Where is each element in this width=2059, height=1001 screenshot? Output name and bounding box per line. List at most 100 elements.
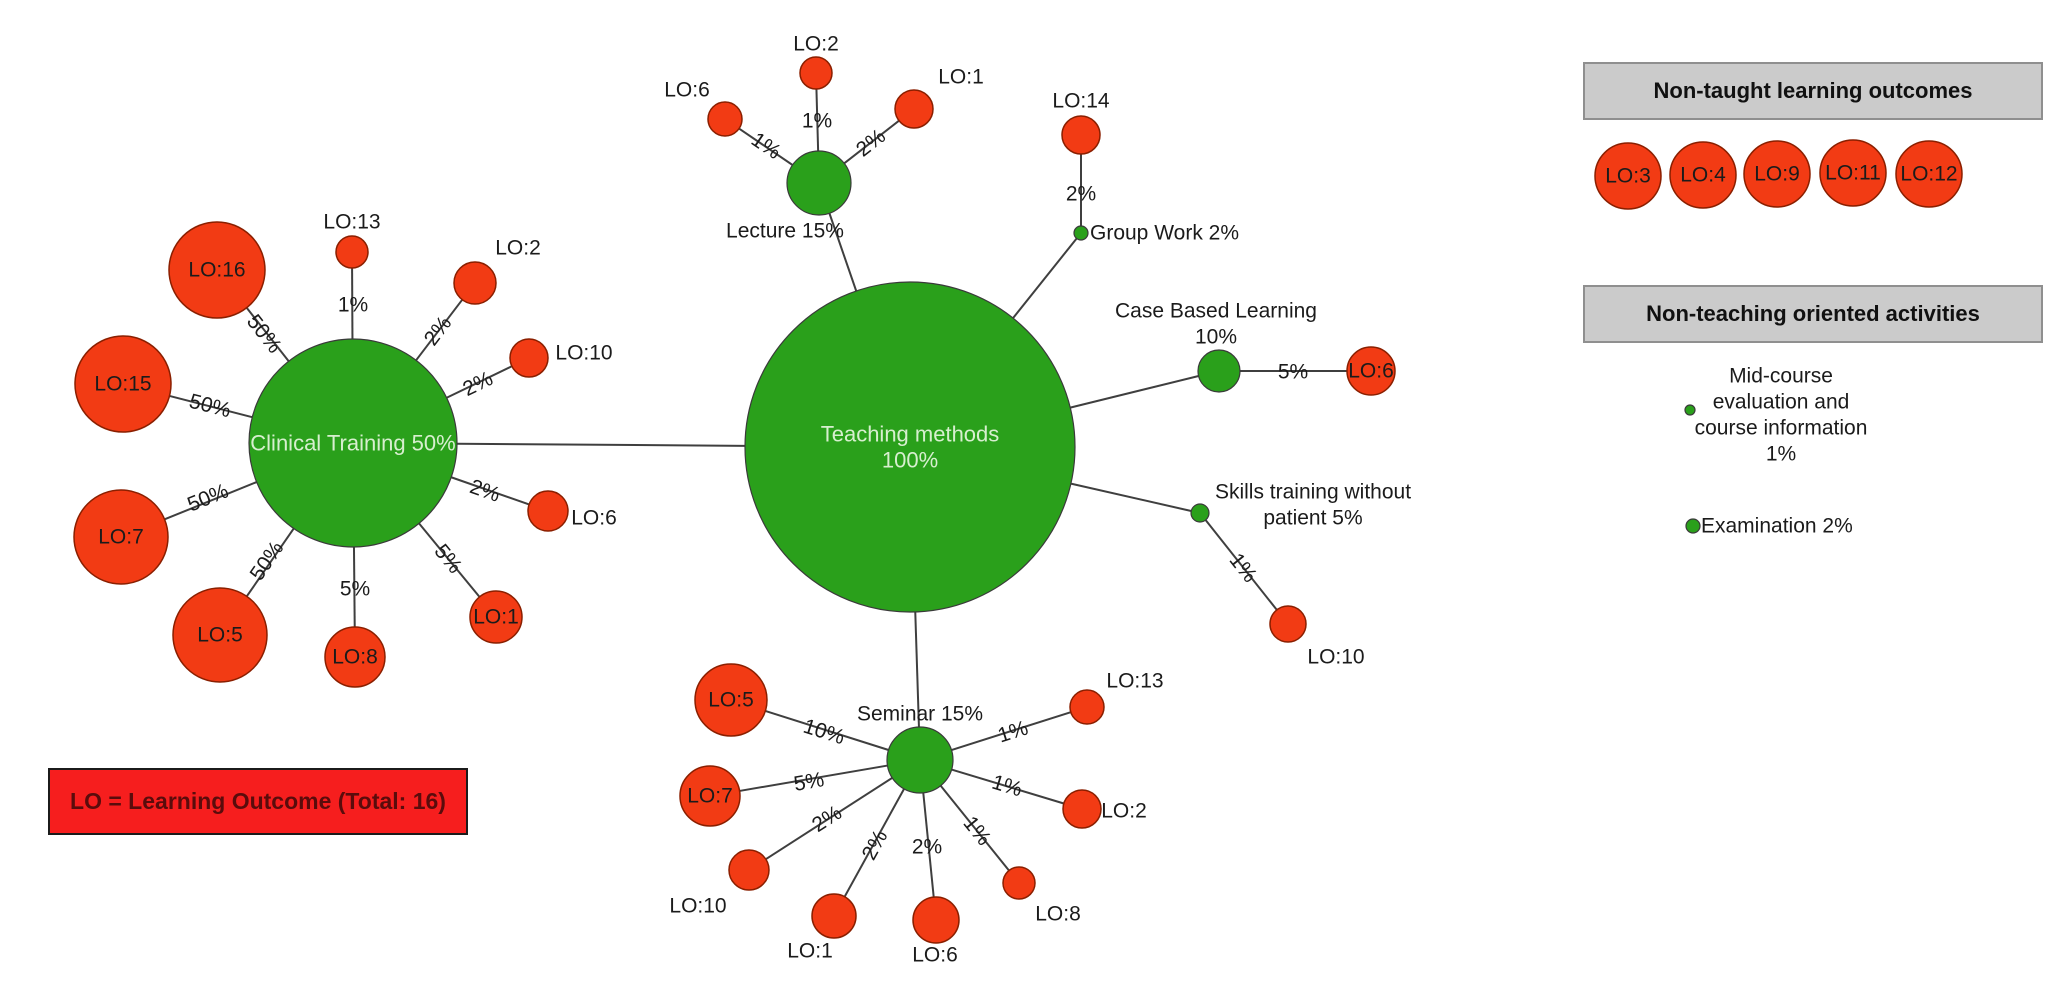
node-label-lo1-lec: LO:1: [938, 66, 984, 89]
edge-label-clinical-lo2-cl: 2%: [420, 312, 457, 350]
node-lo6-sem: [912, 896, 960, 944]
edge-label-lecture-lo6-lec: 1%: [747, 128, 785, 164]
edge-seminar-lo10-sem: [765, 777, 893, 861]
edge-lecture-lo2-lec: [815, 88, 820, 152]
edge-clinical-lo5-cl: [245, 527, 295, 597]
node-lo6-lec: [707, 101, 743, 137]
node-label-cbl: Case Based Learning: [1115, 300, 1317, 323]
node-label-lo16-cl: LO:16: [188, 259, 245, 282]
node-label-lo7-sem: LO:7: [687, 785, 733, 808]
edge-lecture-lo1-lec: [843, 119, 900, 165]
edge-teaching-skills: [1070, 482, 1192, 512]
node-lo12-p: [1895, 140, 1963, 208]
node-label-lo4-p: LO:4: [1680, 164, 1726, 187]
node-lo2-cl: [453, 261, 497, 305]
edge-label-lecture-lo2-lec: 1%: [802, 110, 832, 133]
panel-non-taught-title: Non-taught learning outcomes: [1653, 78, 1973, 103]
node-label-lo5-cl: LO:5: [197, 624, 243, 647]
node-seminar: [886, 726, 954, 794]
edge-clinical-lo7-cl: [164, 481, 257, 521]
edge-label-clinical-lo10-cl: 2%: [459, 367, 496, 401]
node-lo1-cl: [469, 590, 523, 644]
edge-seminar-lo5-sem: [765, 709, 889, 751]
edge-skills-lo10-sk: [1204, 519, 1278, 611]
edge-label-clinical-lo8-cl: 5%: [340, 578, 370, 601]
edge-label-cbl-lo6-cbl: 5%: [1278, 361, 1308, 384]
node-teaching: [744, 281, 1076, 613]
edge-label-seminar-lo10-sem: 2%: [808, 801, 846, 837]
node-label-midcourse: 1%: [1766, 443, 1796, 466]
node-groupwork: [1073, 225, 1089, 241]
edge-seminar-lo1-sem: [843, 788, 905, 898]
node-label-lo10-sk: LO:10: [1307, 646, 1364, 669]
edge-label-skills-lo10-sk: 1%: [1225, 549, 1262, 587]
node-label-seminar: Seminar 15%: [857, 703, 983, 726]
node-label-lo11-p: LO:11: [1825, 162, 1881, 185]
node-label-lo1-sem: LO:1: [787, 940, 833, 963]
edge-clinical-lo2-cl: [415, 299, 464, 361]
node-lo10-sem: [728, 849, 770, 891]
edge-seminar-lo8-sem: [939, 785, 1010, 872]
edge-seminar-lo2-sem: [951, 768, 1065, 805]
node-lo10-sk: [1269, 605, 1307, 643]
node-lo7-sem: [679, 765, 741, 827]
edge-label-seminar-lo2-sem: 1%: [989, 771, 1025, 802]
node-label-lo10-cl: LO:10: [555, 342, 612, 365]
edge-label-seminar-lo8-sem: 1%: [959, 812, 996, 850]
node-label-lo6-cbl: LO:6: [1348, 360, 1394, 383]
node-label-lo14-gw: LO:14: [1052, 90, 1110, 113]
node-lo1-sem: [811, 893, 857, 939]
node-lo2-sem: [1062, 789, 1102, 829]
node-label-exam: Examination 2%: [1701, 515, 1853, 538]
panel-non-taught-header: Non-taught learning outcomes: [1583, 62, 2043, 120]
edge-clinical-lo8-cl: [352, 546, 356, 628]
node-lo6-cbl: [1346, 346, 1396, 396]
edge-label-clinical-lo1-cl: 5%: [429, 540, 466, 578]
node-exam: [1685, 518, 1701, 534]
node-label-midcourse: course information: [1695, 417, 1868, 440]
edge-seminar-lo6-sem: [922, 792, 935, 898]
panel-non-teaching-header: Non-teaching oriented activities: [1583, 285, 2043, 343]
node-lo14-gw: [1061, 115, 1101, 155]
node-lo1-lec: [894, 89, 934, 129]
node-label-lo13-sem: LO:13: [1106, 670, 1163, 693]
node-label-lo2-lec: LO:2: [793, 33, 839, 56]
node-label-lo6-cl: LO:6: [571, 507, 617, 530]
node-label-lo2-sem: LO:2: [1101, 800, 1147, 823]
edge-teaching-lecture: [828, 212, 858, 292]
node-label-lo2-cl: LO:2: [495, 237, 541, 260]
legend-note-text: LO = Learning Outcome (Total: 16): [70, 788, 446, 814]
node-label-lo3-p: LO:3: [1605, 165, 1651, 188]
edge-label-lecture-lo1-lec: 2%: [852, 125, 890, 162]
node-label-cbl: 10%: [1195, 326, 1237, 349]
node-lo10-cl: [509, 338, 549, 378]
node-label-lo15-cl: LO:15: [94, 373, 151, 396]
node-lo9-p: [1743, 140, 1811, 208]
node-label-teaching: Teaching methods: [821, 422, 1000, 447]
node-lo11-p: [1819, 139, 1887, 207]
node-lo4-p: [1669, 141, 1737, 209]
panel-non-teaching-title: Non-teaching oriented activities: [1646, 301, 1980, 326]
node-label-lo5-sem: LO:5: [708, 689, 754, 712]
edge-seminar-lo13-sem: [951, 711, 1072, 751]
node-label-lo7-cl: LO:7: [98, 526, 144, 549]
node-lo15-cl: [74, 335, 172, 433]
node-skills: [1190, 503, 1210, 523]
node-label-lo9-p: LO:9: [1754, 163, 1800, 186]
node-label-midcourse: Mid-course: [1729, 365, 1833, 388]
node-lo5-cl: [172, 587, 268, 683]
node-label-lo8-cl: LO:8: [332, 646, 378, 669]
node-lo6-cl: [527, 490, 569, 532]
edge-teaching-cbl: [1069, 375, 1199, 409]
node-lo7-cl: [73, 489, 169, 585]
edge-label-clinical-lo6-cl: 2%: [467, 475, 503, 507]
node-midcourse: [1684, 404, 1696, 416]
node-label-lo13-cl: LO:13: [323, 211, 380, 234]
node-label-midcourse: evaluation and: [1713, 391, 1850, 414]
node-label-lo1-cl: LO:1: [473, 606, 519, 629]
edge-clinical-lo1-cl: [418, 522, 481, 598]
node-label-lo10-sem: LO:10: [669, 895, 726, 918]
edge-clinical-lo15-cl: [169, 394, 253, 419]
node-lo5-sem: [694, 663, 768, 737]
node-lo3-p: [1594, 142, 1662, 210]
